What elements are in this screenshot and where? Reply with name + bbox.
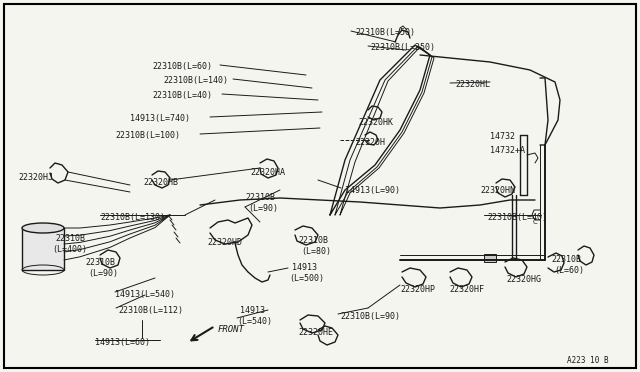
Text: (L=90): (L=90): [88, 269, 118, 278]
Text: (L=80): (L=80): [301, 247, 331, 256]
Text: 22320HE: 22320HE: [298, 328, 333, 337]
Text: (L=400): (L=400): [52, 245, 87, 254]
Bar: [22, 228, 64, 270]
Text: 14913(L=90): 14913(L=90): [345, 186, 400, 195]
Text: 14913: 14913: [292, 263, 317, 272]
Text: 22310B(L=50): 22310B(L=50): [355, 28, 415, 37]
Text: 22320HJ: 22320HJ: [18, 173, 53, 182]
Text: 22310B(L=40): 22310B(L=40): [487, 213, 547, 222]
Text: 22310B: 22310B: [298, 236, 328, 245]
Text: 22310B(L=60): 22310B(L=60): [152, 62, 212, 71]
Text: 14913(L=540): 14913(L=540): [115, 290, 175, 299]
Text: 14913: 14913: [240, 306, 265, 315]
Text: 22320HD: 22320HD: [207, 238, 242, 247]
Text: 22310B(L=140): 22310B(L=140): [163, 76, 228, 85]
Text: 22310B(L=40): 22310B(L=40): [152, 91, 212, 100]
Text: 22310B: 22310B: [55, 234, 85, 243]
Circle shape: [487, 255, 493, 261]
Text: 22320HN: 22320HN: [480, 186, 515, 195]
Text: FRONT: FRONT: [218, 325, 245, 334]
Text: 22320HP: 22320HP: [400, 285, 435, 294]
Text: 22310B(L=250): 22310B(L=250): [370, 43, 435, 52]
Text: (L=90): (L=90): [248, 204, 278, 213]
Text: 22310B: 22310B: [245, 193, 275, 202]
Ellipse shape: [22, 223, 64, 233]
Text: (L=60): (L=60): [554, 266, 584, 275]
Text: 22320H: 22320H: [355, 138, 385, 147]
Text: 14913(L=60): 14913(L=60): [95, 338, 150, 347]
Text: 22320HL: 22320HL: [455, 80, 490, 89]
Text: 22310B: 22310B: [85, 258, 115, 267]
Text: A223 10 B: A223 10 B: [567, 356, 609, 365]
Text: 14732: 14732: [490, 132, 515, 141]
Text: (L=500): (L=500): [289, 274, 324, 283]
Text: 22310B: 22310B: [551, 255, 581, 264]
Text: 22320HF: 22320HF: [449, 285, 484, 294]
Text: 22320HA: 22320HA: [250, 168, 285, 177]
Text: 22320HG: 22320HG: [506, 275, 541, 284]
Text: 14732+A: 14732+A: [490, 146, 525, 155]
Text: 14913(L=740): 14913(L=740): [130, 114, 190, 123]
Bar: [484, 254, 496, 262]
Text: 22320HK: 22320HK: [358, 118, 393, 127]
Text: C: C: [532, 219, 538, 225]
Text: 22310B(L=100): 22310B(L=100): [115, 131, 180, 140]
Text: 22310B(L=90): 22310B(L=90): [340, 312, 400, 321]
Text: 22310B(L=112): 22310B(L=112): [118, 306, 183, 315]
Text: (L=540): (L=540): [237, 317, 272, 326]
Text: 22310B(L=130): 22310B(L=130): [100, 213, 165, 222]
Text: 22320HB: 22320HB: [143, 178, 178, 187]
